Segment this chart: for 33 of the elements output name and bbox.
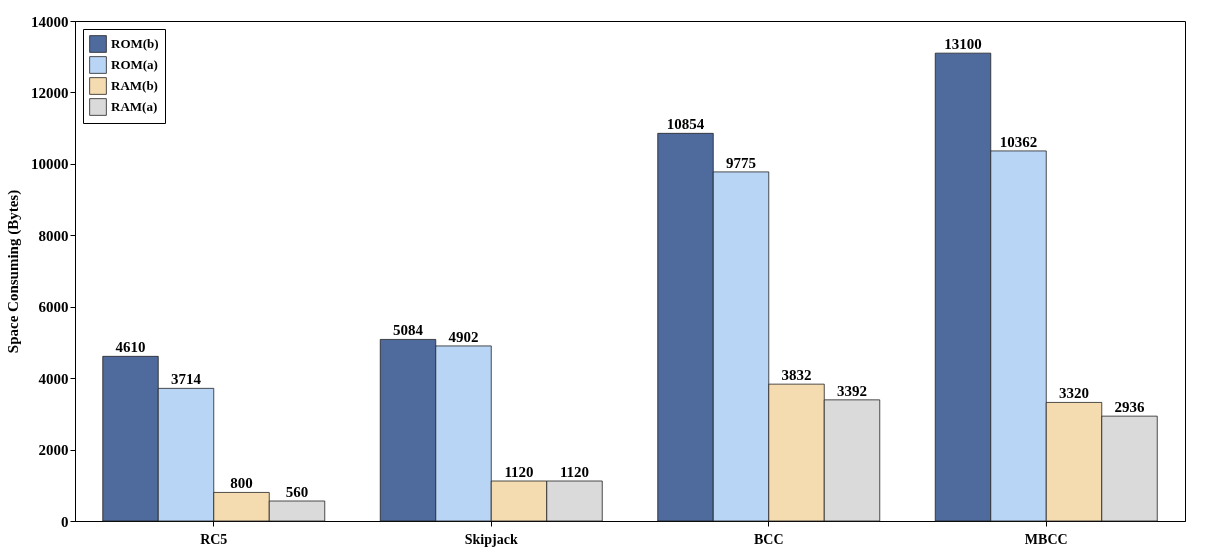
data-label: 3320 xyxy=(1059,385,1089,402)
y-tick-label: 2000 xyxy=(38,442,69,459)
y-axis-title: Space Consuming (Bytes) xyxy=(5,189,22,354)
x-tick-label: MBCC xyxy=(1024,531,1068,547)
y-tick-label: 12000 xyxy=(31,84,69,101)
legend-label: ROM(b) xyxy=(111,36,159,51)
y-tick-label: 10000 xyxy=(31,156,69,173)
legend-label: RAM(b) xyxy=(111,78,158,93)
data-label: 1120 xyxy=(504,464,534,480)
data-label: 2936 xyxy=(1114,399,1145,416)
data-label: 9775 xyxy=(726,154,756,171)
data-label: 800 xyxy=(230,475,253,492)
legend-label: ROM(a) xyxy=(111,57,158,72)
data-label: 560 xyxy=(285,484,309,500)
data-label: 4902 xyxy=(448,328,479,345)
y-tick-label: 14000 xyxy=(31,13,69,30)
y-tick-label: 6000 xyxy=(38,299,69,316)
data-label: 5084 xyxy=(393,322,424,339)
data-label: 3392 xyxy=(837,382,867,399)
y-tick-label: 8000 xyxy=(38,227,69,244)
data-label: 10854 xyxy=(666,116,705,133)
data-label: 13100 xyxy=(944,36,982,53)
legend-label: RAM(a) xyxy=(111,99,158,114)
x-tick-label: RC5 xyxy=(200,531,228,547)
data-label: 10362 xyxy=(999,133,1038,150)
data-label: 3714 xyxy=(171,371,202,388)
x-tick-label: BCC xyxy=(753,531,784,547)
y-tick-label: 4000 xyxy=(38,370,69,387)
data-label: 3832 xyxy=(781,367,812,384)
y-tick-label: 0 xyxy=(61,513,69,530)
data-label: 1120 xyxy=(559,464,590,480)
data-label: 4610 xyxy=(115,339,146,356)
x-tick-label: Skipjack xyxy=(464,531,518,547)
